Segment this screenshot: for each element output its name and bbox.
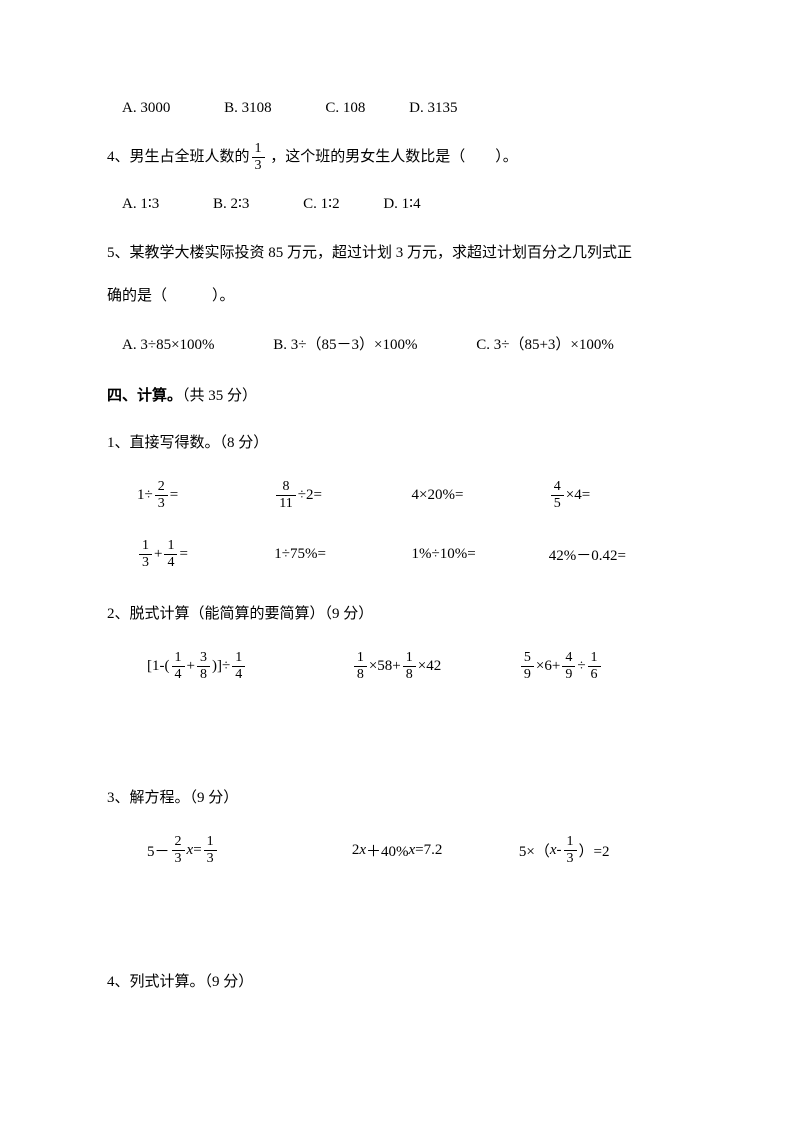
q5-opt-b: B. 3÷（85－3）×100% bbox=[273, 333, 417, 354]
s4-3-row: 5－23 x=13 2x ＋40%x=7.2 5×（x -13 ）=2 bbox=[107, 835, 686, 866]
s4-1-r2-c3: 1%÷10%= bbox=[412, 546, 549, 563]
s4-1-r2-c1: 13 +14 = bbox=[137, 539, 274, 570]
q5-opt-c: C. 3÷（85+3）×100% bbox=[476, 337, 614, 353]
section4-title: 四、计算。（共 35 分） bbox=[107, 384, 686, 405]
q4-question: 4、男生占全班人数的13 ，这个班的男女生人数比是（ ）。 bbox=[107, 141, 686, 174]
s4-1-title: 1、直接写得数。（8 分） bbox=[107, 427, 686, 460]
s4-4-title: 4、列式计算。（9 分） bbox=[107, 966, 686, 999]
section4-title-bold: 四、计算。 bbox=[107, 388, 182, 404]
s4-2-row: [1-(14 +38 )]÷14 18 ×58+18 ×42 59 ×6+49 … bbox=[107, 651, 686, 682]
s4-1-r2-c2: 1÷75%= bbox=[274, 546, 411, 563]
s4-3-c3: 5×（x -13 ）=2 bbox=[519, 835, 686, 866]
s4-1-r2-c4: 42%－0.42= bbox=[549, 544, 686, 565]
q4-frac: 13 bbox=[252, 142, 265, 173]
s4-1-row1: 1÷23 = 811 ÷2= 4×20%= 45 ×4= bbox=[107, 480, 686, 511]
s4-2-c1: [1-(14 +38 )]÷14 bbox=[147, 651, 352, 682]
q3-opt-b: B. 3108 bbox=[224, 100, 272, 116]
q5-line2: 确的是（ ）。 bbox=[107, 280, 686, 313]
s4-1-r1-c2: 811 ÷2= bbox=[274, 480, 411, 511]
q4-opt-b: B. 2∶3 bbox=[213, 196, 249, 212]
q4-suffix: ，这个班的男女生人数比是（ ）。 bbox=[267, 149, 518, 165]
q4-opt-a: A. 1∶3 bbox=[122, 196, 159, 212]
q3-opt-a: A. 3000 bbox=[122, 100, 170, 116]
s4-2-c3: 59 ×6+49 ÷16 bbox=[519, 651, 686, 682]
s4-2-c2: 18 ×58+18 ×42 bbox=[352, 651, 519, 682]
q3-opt-d: D. 3135 bbox=[409, 100, 457, 116]
s4-2-title: 2、脱式计算（能简算的要简算）（9 分） bbox=[107, 598, 686, 631]
q5-opt-a: A. 3÷85×100% bbox=[122, 337, 215, 354]
q5-line1: 5、某教学大楼实际投资 85 万元，超过计划 3 万元，求超过计划百分之几列式正 bbox=[107, 237, 686, 270]
section4-points: （共 35 分） bbox=[182, 388, 257, 404]
s4-1-r1-c4: 45 ×4= bbox=[549, 480, 686, 511]
q4-prefix: 4、男生占全班人数的 bbox=[107, 149, 250, 165]
s4-1-row2: 13 +14 = 1÷75%= 1%÷10%= 42%－0.42= bbox=[107, 539, 686, 570]
s4-3-c1: 5－23 x=13 bbox=[147, 835, 352, 866]
s4-1-r1-c3: 4×20%= bbox=[412, 487, 549, 504]
q4-opt-d: D. 1∶4 bbox=[383, 196, 420, 212]
s4-3-title: 3、解方程。（9 分） bbox=[107, 782, 686, 815]
q4-opt-c: C. 1∶2 bbox=[303, 196, 339, 212]
q4-options: A. 1∶3 B. 2∶3 C. 1∶2 D. 1∶4 bbox=[107, 194, 686, 213]
q3-options: A. 3000 B. 3108 C. 108 D. 3135 bbox=[107, 100, 686, 117]
s4-1-r1-c1: 1÷23 = bbox=[137, 480, 274, 511]
s4-3-c2: 2x ＋40%x=7.2 bbox=[352, 840, 519, 861]
q5-options: A. 3÷85×100% B. 3÷（85－3）×100% C. 3÷（85+3… bbox=[107, 333, 686, 354]
q3-opt-c: C. 108 bbox=[325, 100, 365, 116]
